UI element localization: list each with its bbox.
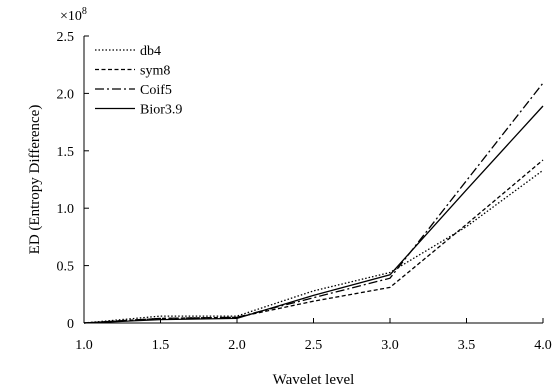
y-axis-label: ED (Entropy Difference) xyxy=(27,105,43,255)
y-tick-label: 1.0 xyxy=(57,202,75,217)
x-tick-label: 2.5 xyxy=(305,338,323,353)
legend-label: Bior3.9 xyxy=(140,103,182,118)
x-tick-label: 2.0 xyxy=(228,338,246,353)
y-tick-label: 2.5 xyxy=(57,30,75,45)
y-tick-label: 1.5 xyxy=(57,145,75,160)
x-tick-label: 1.0 xyxy=(75,338,93,353)
multiplier-exponent: 8 xyxy=(82,6,87,17)
x-tick-label: 4.0 xyxy=(534,338,552,353)
x-tick-label: 3.5 xyxy=(458,338,476,353)
y-tick-label: 0.5 xyxy=(57,260,75,275)
series-line-coif5 xyxy=(83,82,544,324)
legend-label: Coif5 xyxy=(140,83,172,98)
x-tick-label: 1.5 xyxy=(152,338,170,353)
y-multiplier-label: ×108 xyxy=(60,6,87,24)
series-line-bior3-9 xyxy=(83,105,544,324)
series-line-db4 xyxy=(83,169,544,324)
x-axis-label: Wavelet level xyxy=(273,372,355,388)
x-tick-label: 3.0 xyxy=(381,338,399,353)
series-line-sym8 xyxy=(83,159,544,324)
legend-label: db4 xyxy=(140,44,161,59)
y-tick-label: 0 xyxy=(67,317,74,332)
legend-label: sym8 xyxy=(140,64,170,79)
y-tick-label: 2.0 xyxy=(57,87,75,102)
multiplier-base: ×10 xyxy=(60,9,82,24)
